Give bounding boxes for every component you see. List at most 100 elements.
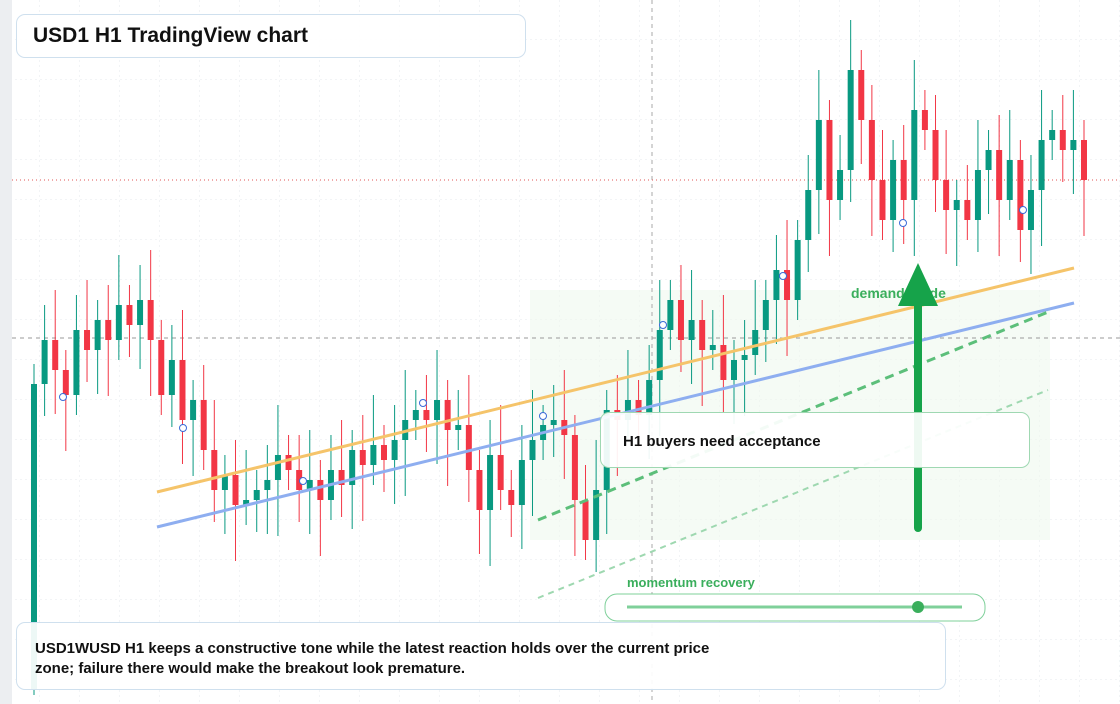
candle-body — [73, 330, 80, 395]
candle-body — [582, 500, 589, 540]
candle-body — [709, 345, 716, 350]
candle-body — [62, 370, 69, 395]
candle-body — [741, 355, 748, 360]
momentum-label: momentum recovery — [627, 575, 756, 590]
candle-body — [773, 270, 780, 300]
candle-body — [953, 200, 960, 210]
title: USD1 H1 TradingView chart — [33, 24, 309, 47]
momentum-knob — [912, 601, 924, 613]
marker — [899, 219, 907, 227]
candle-body — [423, 410, 430, 420]
candle-body — [349, 450, 356, 485]
marker — [1019, 206, 1027, 214]
candle-body — [306, 480, 313, 490]
candle-body — [211, 450, 218, 490]
candles — [31, 20, 1087, 695]
candle-body — [317, 480, 324, 500]
candle-body — [699, 320, 706, 350]
marker — [539, 412, 547, 420]
candle-body — [444, 400, 451, 430]
candle-body — [677, 300, 684, 340]
candle-body — [805, 190, 812, 240]
marker — [419, 399, 427, 407]
candle-body — [518, 460, 525, 505]
candle-body — [890, 160, 897, 220]
candle-body — [943, 180, 950, 210]
left-strip — [0, 0, 12, 704]
candle-body — [688, 320, 695, 340]
candle-body — [826, 120, 833, 200]
candle-body — [1038, 140, 1045, 190]
candle-body — [391, 440, 398, 460]
candle-body — [900, 160, 907, 200]
candle-body — [137, 300, 144, 325]
candle-body — [1059, 130, 1066, 150]
candle-body — [550, 420, 557, 425]
candle-body — [911, 110, 918, 200]
candle-body — [667, 300, 674, 330]
candle-body — [105, 320, 112, 340]
note: USD1WUSD H1 keeps a constructive tone wh… — [35, 640, 710, 677]
candle-body — [1027, 190, 1034, 230]
marker — [779, 272, 787, 280]
candle-body — [84, 330, 91, 350]
candle-body — [593, 490, 600, 540]
candle-body — [974, 170, 981, 220]
candle-body — [487, 455, 494, 510]
candle-body — [932, 130, 939, 180]
candle-body — [179, 360, 186, 420]
marker — [659, 321, 667, 329]
candle-body — [1017, 160, 1024, 230]
candle-body — [1070, 140, 1077, 150]
candle-body — [571, 435, 578, 500]
candle-body — [624, 400, 631, 420]
candle-body — [41, 340, 48, 384]
candle-body — [243, 500, 250, 505]
candle-body — [476, 470, 483, 510]
candle-body — [465, 425, 472, 470]
candle-body — [338, 470, 345, 485]
zone-box: H1 buyers need acceptance — [600, 412, 1030, 468]
candle-body — [1049, 130, 1056, 140]
candle-body — [115, 305, 122, 340]
candle-body — [784, 270, 791, 300]
candle-body — [200, 400, 207, 450]
candle-body — [921, 110, 928, 130]
candle-body — [370, 445, 377, 465]
title-box: USD1 H1 TradingView chart — [16, 14, 526, 58]
candle-body — [868, 120, 875, 180]
candle-body — [762, 300, 769, 330]
candle-body — [656, 330, 663, 380]
candle-body — [94, 320, 101, 350]
trendline-green-faint — [537, 389, 1049, 599]
candle-body — [1081, 140, 1087, 180]
candle-body — [253, 490, 260, 500]
arrow-head — [898, 263, 938, 306]
candle-body — [879, 180, 886, 220]
candle-body — [497, 455, 504, 490]
marker — [59, 393, 67, 401]
candle-body — [190, 400, 197, 420]
candle-body — [221, 475, 228, 490]
candle-body — [529, 440, 536, 460]
candle-body — [274, 455, 281, 480]
candle-body — [147, 300, 154, 340]
candle-body — [285, 455, 292, 470]
candle-body — [1006, 160, 1013, 200]
candle-body — [964, 200, 971, 220]
candle-body — [31, 384, 37, 690]
candle-body — [720, 345, 727, 380]
candle-body — [52, 340, 59, 370]
candle-body — [126, 305, 133, 325]
candle-body — [752, 330, 759, 355]
candle-body — [232, 475, 239, 505]
candle-body — [264, 480, 271, 490]
candle-body — [731, 360, 737, 380]
marker — [299, 477, 307, 485]
candle-body — [168, 360, 175, 395]
candle-body — [158, 340, 165, 395]
candle-body — [847, 70, 854, 170]
candle-body — [381, 445, 387, 460]
candle-body — [434, 400, 441, 420]
